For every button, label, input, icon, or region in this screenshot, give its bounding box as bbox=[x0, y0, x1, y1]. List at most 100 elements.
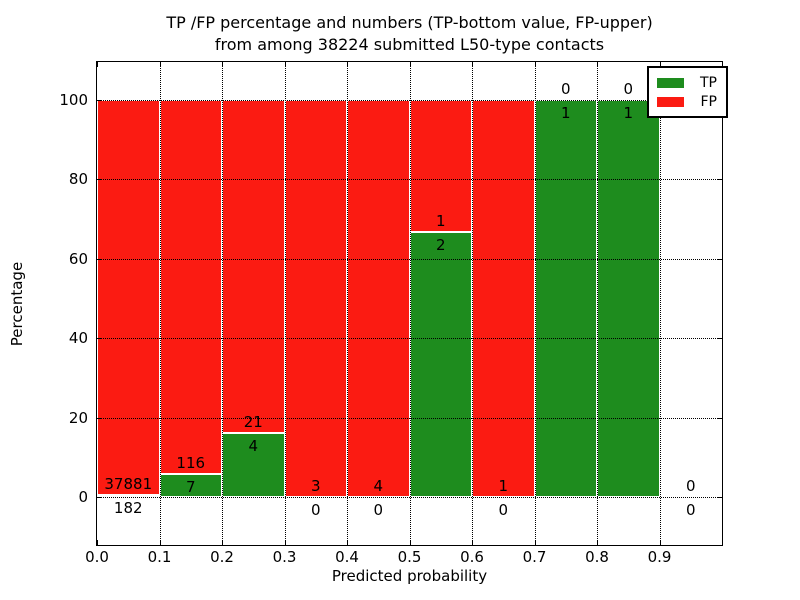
x-tick-label-0.5: 0.5 bbox=[397, 548, 422, 566]
annotation-tp-0: 182 bbox=[113, 499, 143, 518]
gridline-x-0.8 bbox=[597, 62, 598, 545]
x-tick-0.6 bbox=[472, 540, 473, 545]
x-tick-label-0.6: 0.6 bbox=[460, 548, 484, 566]
x-tick-label-0.7: 0.7 bbox=[522, 548, 547, 566]
gridline-x-0.6 bbox=[472, 62, 473, 545]
annotation-fp-1: 116 bbox=[176, 454, 206, 473]
annotation-fp-6: 1 bbox=[498, 476, 509, 495]
chart-title-line2: from among 38224 submitted L50-type cont… bbox=[214, 35, 605, 54]
annotation-tp-3: 0 bbox=[310, 500, 321, 519]
bar-fp-6 bbox=[472, 100, 535, 497]
y-tick-right-80 bbox=[717, 179, 722, 181]
x-tick-top-0.4 bbox=[347, 62, 348, 67]
legend-label-fp: FP bbox=[700, 93, 718, 110]
y-tick-label-20: 20 bbox=[68, 408, 88, 427]
annotation-fp-9: 0 bbox=[685, 476, 696, 495]
annotation-tp-1: 7 bbox=[185, 478, 196, 497]
x-axis-label: Predicted probability bbox=[331, 567, 488, 585]
annotation-fp-0: 37881 bbox=[104, 475, 153, 494]
annotation-tp-6: 0 bbox=[498, 500, 509, 519]
x-tick-top-0.9 bbox=[659, 62, 661, 67]
legend-swatch-tp-icon bbox=[657, 77, 684, 88]
plot-area: 37881 182 116 7 21 4 3 0 4 0 1 2 1 0 0 1 0 1 0 0 bbox=[97, 62, 722, 545]
y-tick-right-0 bbox=[717, 496, 722, 498]
x-tick-0.9 bbox=[659, 540, 661, 545]
x-tick-0.3 bbox=[284, 540, 286, 545]
x-tick-top-0.5 bbox=[409, 62, 411, 67]
x-tick-label-0.2: 0.2 bbox=[210, 548, 234, 566]
y-tick-100 bbox=[97, 100, 102, 102]
x-tick-label-0: 0.0 bbox=[85, 548, 109, 566]
gridline-x-0.4 bbox=[347, 62, 348, 545]
x-tick-0.4 bbox=[347, 540, 348, 545]
y-tick-60 bbox=[97, 258, 102, 260]
x-tick-top-0.2 bbox=[222, 62, 223, 67]
y-tick-80 bbox=[97, 179, 102, 181]
gridline-x-0.2 bbox=[222, 62, 223, 545]
x-tick-label-0.3: 0.3 bbox=[272, 548, 297, 566]
annotation-fp-4: 4 bbox=[373, 476, 384, 495]
gridline-x-0.9 bbox=[659, 62, 661, 545]
y-tick-right-40 bbox=[717, 338, 722, 340]
y-tick-0 bbox=[97, 496, 102, 498]
x-tick-label-0.8: 0.8 bbox=[585, 548, 609, 566]
bar-fp-3 bbox=[284, 100, 347, 497]
y-tick-right-20 bbox=[717, 417, 722, 419]
legend-label-tp: TP bbox=[700, 74, 717, 91]
gridline-x-0.5 bbox=[409, 62, 411, 545]
x-tick-top-0 bbox=[97, 62, 98, 67]
x-tick-label-0.4: 0.4 bbox=[335, 548, 359, 566]
gridline-x-0.3 bbox=[284, 62, 286, 545]
y-tick-right-60 bbox=[717, 258, 722, 260]
x-tick-top-0.6 bbox=[472, 62, 473, 67]
bar-fp-0 bbox=[97, 100, 160, 496]
x-tick-0.1 bbox=[159, 540, 161, 545]
annotation-tp-8: 1 bbox=[623, 104, 634, 123]
annotation-tp-2: 4 bbox=[248, 437, 259, 456]
bar-tp-8 bbox=[597, 100, 660, 497]
x-tick-label-0.1: 0.1 bbox=[147, 548, 172, 566]
bar-fp-1 bbox=[159, 100, 222, 475]
bar-fp-4 bbox=[347, 100, 410, 497]
chart-title-line1: TP /FP percentage and numbers (TP-bottom… bbox=[166, 13, 653, 32]
annotation-fp-2: 21 bbox=[243, 413, 263, 432]
x-tick-top-0.7 bbox=[534, 62, 536, 67]
bar-tp-5 bbox=[409, 232, 472, 497]
x-tick-top-0.3 bbox=[284, 62, 286, 67]
y-tick-label-60: 60 bbox=[68, 249, 88, 268]
y-tick-label-0: 0 bbox=[78, 487, 88, 506]
annotation-tp-4: 0 bbox=[373, 500, 384, 519]
x-tick-0.5 bbox=[409, 540, 411, 545]
y-axis-label: Percentage bbox=[8, 261, 26, 347]
bar-tp-0 bbox=[97, 495, 160, 498]
legend: TP FP bbox=[647, 66, 728, 118]
chart-title: TP /FP percentage and numbers (TP-bottom… bbox=[97, 12, 722, 56]
y-tick-label-80: 80 bbox=[68, 170, 88, 189]
annotation-fp-7: 0 bbox=[560, 80, 571, 99]
y-tick-label-40: 40 bbox=[68, 329, 88, 348]
x-tick-top-0.1 bbox=[159, 62, 161, 67]
annotation-tp-7: 1 bbox=[560, 104, 571, 123]
bar-tp-7 bbox=[534, 100, 597, 497]
legend-item-fp: FP bbox=[657, 92, 717, 111]
x-tick-label-0.9: 0.9 bbox=[647, 548, 672, 566]
x-tick-0.7 bbox=[534, 540, 536, 545]
bar-fp-2 bbox=[222, 100, 285, 434]
annotation-fp-3: 3 bbox=[310, 476, 321, 495]
x-tick-top-0.8 bbox=[597, 62, 598, 67]
annotation-tp-5: 2 bbox=[435, 236, 446, 255]
x-tick-0.2 bbox=[222, 540, 223, 545]
y-tick-40 bbox=[97, 338, 102, 340]
y-tick-20 bbox=[97, 417, 102, 419]
legend-swatch-fp-icon bbox=[657, 96, 684, 107]
y-tick-label-100: 100 bbox=[59, 91, 88, 110]
x-tick-0.8 bbox=[597, 540, 598, 545]
gridline-x-0.1 bbox=[159, 62, 161, 545]
annotation-fp-5: 1 bbox=[435, 212, 446, 231]
gridline-x-0.7 bbox=[534, 62, 536, 545]
annotation-fp-8: 0 bbox=[623, 80, 634, 99]
legend-item-tp: TP bbox=[657, 73, 717, 92]
x-tick-0 bbox=[97, 540, 98, 545]
annotation-tp-9: 0 bbox=[685, 500, 696, 519]
